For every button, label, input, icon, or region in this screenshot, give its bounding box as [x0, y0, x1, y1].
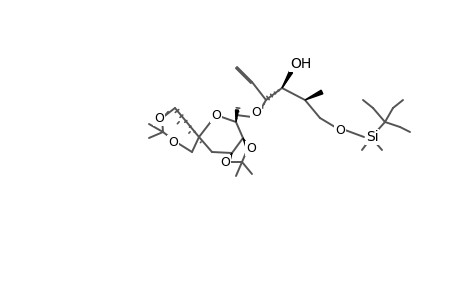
Polygon shape	[226, 153, 231, 163]
Text: O: O	[219, 155, 230, 169]
Polygon shape	[242, 138, 249, 149]
Text: O: O	[334, 124, 344, 136]
Text: O: O	[211, 109, 220, 122]
Text: Si: Si	[365, 130, 377, 144]
Text: O: O	[251, 106, 260, 118]
Text: O: O	[246, 142, 255, 154]
Polygon shape	[235, 110, 238, 122]
Text: O: O	[168, 136, 178, 148]
Text: OH: OH	[290, 57, 311, 71]
Polygon shape	[281, 71, 292, 88]
Text: O: O	[154, 112, 163, 124]
Polygon shape	[304, 90, 322, 100]
